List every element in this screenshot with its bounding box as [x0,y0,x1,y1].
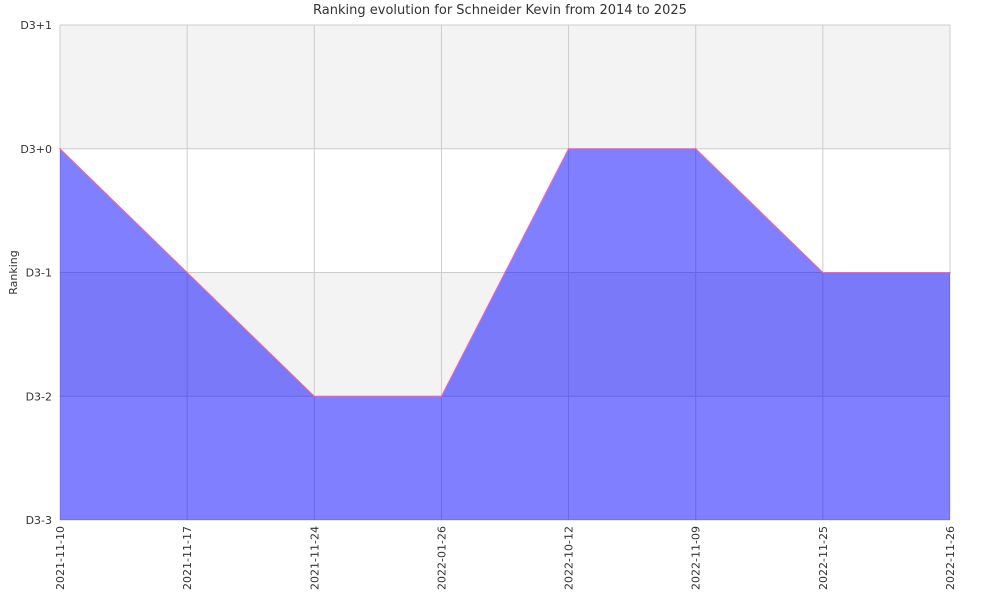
area-fill [60,148,950,520]
x-tick-label: 2021-11-10 [54,526,67,590]
data-point [949,271,951,274]
y-tick-label: D3-3 [26,514,52,527]
x-tick-label: 2022-10-12 [563,526,576,590]
y-axis: D3+1 D3+0 D3-1 D3-2 D3-3 [20,19,52,527]
data-point [822,271,824,274]
data-point [694,147,697,150]
x-axis: 2021-11-10 2021-11-17 2021-11-24 2022-01-26… [54,526,957,590]
data-point [59,147,61,150]
x-tick-label: 2022-11-09 [690,526,703,590]
x-tick-label: 2022-01-26 [435,526,448,590]
y-axis-label: Ranking [7,250,20,295]
x-tick-label: 2022-11-25 [817,526,830,590]
area-line [59,148,950,397]
x-tick-label: 2021-11-17 [181,526,194,590]
y-tick-label: D3+1 [20,19,52,32]
data-point [186,271,188,274]
y-tick-label: D3-2 [26,390,52,403]
data-point [313,395,316,398]
area-series [59,147,951,520]
band-0 [60,25,950,149]
y-tick-label: D3+0 [20,143,52,156]
y-tick-label: D3-1 [26,267,52,280]
data-point [440,395,443,398]
x-tick-label: 2022-11-26 [944,526,957,590]
x-tick-label: 2021-11-24 [308,526,321,590]
band-1 [60,148,950,273]
chart-title: Ranking evolution for Schneider Kevin fr… [313,3,687,18]
data-point [567,147,570,150]
